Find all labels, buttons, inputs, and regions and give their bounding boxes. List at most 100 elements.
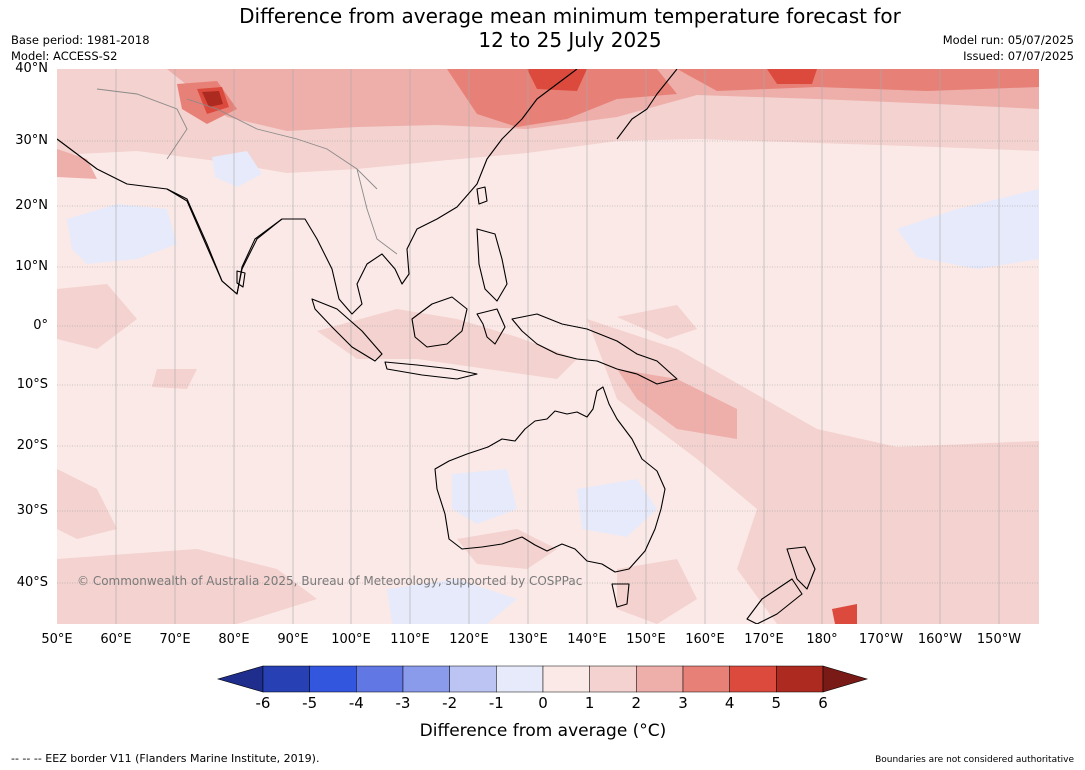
new-zealand-north	[786, 546, 816, 590]
colorbar-segment	[729, 665, 777, 693]
lat-label-0: 0°	[33, 318, 48, 333]
lat-label-30N: 30°N	[15, 133, 48, 148]
model-name: Model: ACCESS-S2	[11, 49, 118, 63]
colorbar-extend-low	[216, 665, 264, 693]
lat-label-20S: 20°S	[16, 438, 48, 453]
colorbar-segment	[542, 665, 590, 693]
meta-right: Model run: 05/07/2025 Issued: 07/07/2025	[943, 32, 1074, 64]
north-pacific-3-4	[677, 69, 1039, 91]
anomaly-zone-3-4	[177, 69, 1039, 127]
colorbar-tick-label: -1	[488, 694, 504, 712]
lon-label-50E: 50°E	[41, 632, 73, 647]
lon-label-160W: 160°W	[917, 632, 963, 647]
colorbar-tick-label: 4	[724, 694, 735, 712]
eastern-australia-cool	[577, 479, 657, 537]
lon-label-150E: 150°E	[626, 632, 666, 647]
southern-pacific-4-5	[832, 604, 857, 624]
tibet-5-6	[202, 91, 223, 107]
anomaly-map[interactable]: © Commonwealth of Australia 2025, Bureau…	[57, 69, 1039, 624]
colorbar-tick-label: -4	[348, 694, 364, 712]
anomaly-zone-cool	[67, 151, 1039, 624]
lon-label-70E: 70°E	[159, 632, 191, 647]
colorbar-tick-label: 3	[678, 694, 688, 712]
colorbar-label: Difference from average (°C)	[419, 721, 667, 741]
sri-lanka-coast	[236, 270, 246, 288]
lon-label-180: 180°	[806, 632, 838, 647]
western-australia-cool	[452, 469, 517, 524]
lon-label-120E: 120°E	[449, 632, 489, 647]
lon-label-170E: 170°E	[744, 632, 784, 647]
southern-indian-1-2	[57, 549, 317, 624]
japan-coast	[616, 69, 678, 140]
colorbar-segment	[356, 665, 404, 693]
lon-label-150W: 150°W	[976, 632, 1022, 647]
coral-sea-2-3	[617, 369, 737, 439]
colorbar-tick-label: 6	[818, 694, 828, 712]
philippines-coast	[476, 228, 508, 302]
mongolia-4-5	[527, 69, 587, 91]
lat-label-10S: 10°S	[16, 377, 48, 392]
meridians	[115, 69, 1000, 624]
pacific-north-4-5	[767, 69, 817, 84]
colorbar-segment	[449, 665, 497, 693]
new-guinea-coast	[511, 313, 678, 385]
colorbar-segment	[682, 665, 730, 693]
base-period: Base period: 1981-2018	[11, 33, 150, 47]
lon-label-170W: 170°W	[858, 632, 904, 647]
colorbar	[216, 665, 869, 693]
java-coast	[384, 361, 478, 380]
lat-label-30S: 30°S	[16, 503, 48, 518]
southern-ocean-cool	[387, 579, 517, 624]
issued-date: Issued: 07/07/2025	[963, 49, 1074, 63]
arabian-sea-cool	[67, 204, 177, 264]
indian-mid-1-2	[152, 369, 197, 389]
colorbar-segment	[402, 665, 450, 693]
colorbar-extend-high	[822, 665, 869, 693]
new-zealand-south	[746, 578, 803, 624]
colorbar-segment	[589, 665, 637, 693]
taiwan-coast	[476, 186, 488, 205]
colorbar-tick-label: -2	[442, 694, 458, 712]
colorbar-tick-label: -3	[395, 694, 411, 712]
border-southeast-asia	[356, 168, 398, 255]
colorbar-tick-label: 0	[538, 694, 548, 712]
model-run: Model run: 05/07/2025	[942, 33, 1074, 47]
lon-label-130E: 130°E	[508, 632, 548, 647]
coastlines	[57, 69, 816, 624]
colorbar-segment	[776, 665, 824, 693]
colorbar-segment	[309, 665, 357, 693]
colorbar-tick-label: 2	[631, 694, 642, 712]
lon-label-90E: 90°E	[277, 632, 309, 647]
north-pacific-cool	[897, 189, 1039, 269]
lon-label-100E: 100°E	[331, 632, 371, 647]
india-outline	[166, 188, 283, 295]
anomaly-zone-5-6	[202, 91, 223, 107]
sumatra-coast	[311, 298, 383, 362]
country-borders	[96, 88, 398, 255]
lon-label-80E: 80°E	[218, 632, 250, 647]
eez-legend: -- -- -- EEZ border V11 (Flanders Marine…	[11, 752, 320, 765]
gridlines	[57, 140, 1039, 584]
lon-label-160E: 160°E	[685, 632, 725, 647]
title-line-1: Difference from average mean minimum tem…	[239, 4, 901, 28]
lon-label-60E: 60°E	[100, 632, 132, 647]
lon-label-110E: 110°E	[390, 632, 430, 647]
lat-label-40S: 40°S	[16, 575, 48, 590]
mainland-asia-coast	[57, 69, 578, 315]
colorbar-tick-label: 1	[584, 694, 595, 712]
south-aus-coast-1-2	[457, 529, 557, 569]
arabian-1-2	[57, 284, 137, 349]
colorbar-tick-label: -5	[302, 694, 318, 712]
lon-label-140E: 140°E	[567, 632, 607, 647]
lat-label-40N: 40°N	[15, 61, 48, 76]
border-central-asia	[96, 88, 188, 160]
title-line-2: 12 to 25 July 2025	[478, 28, 662, 52]
east-asia-3-4	[447, 69, 677, 127]
lat-label-20N: 20°N	[15, 198, 48, 213]
borneo-coast	[411, 296, 468, 348]
chart-title: Difference from average mean minimum tem…	[170, 4, 970, 52]
meta-left: Base period: 1981-2018 Model: ACCESS-S2	[11, 32, 150, 64]
boundaries-note: Boundaries are not considered authoritat…	[875, 755, 1074, 765]
tasman-1-2	[617, 559, 697, 624]
colorbar-segment	[262, 665, 310, 693]
